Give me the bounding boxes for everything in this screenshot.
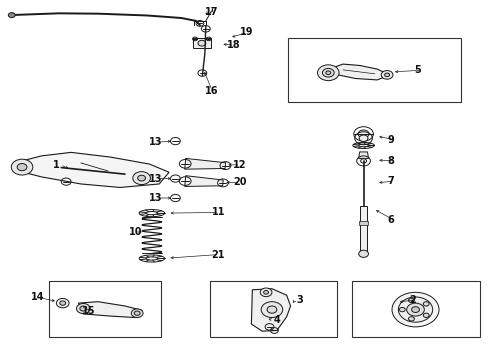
Circle shape	[260, 288, 272, 297]
Polygon shape	[78, 302, 142, 318]
Polygon shape	[185, 158, 225, 169]
Circle shape	[361, 159, 367, 163]
Circle shape	[359, 250, 368, 257]
Text: 15: 15	[82, 306, 96, 316]
Text: 13: 13	[149, 137, 163, 147]
Bar	[288, 38, 461, 102]
Circle shape	[381, 71, 393, 79]
Bar	[49, 281, 161, 337]
Text: 1: 1	[53, 159, 60, 170]
Circle shape	[409, 317, 415, 321]
Text: 9: 9	[387, 135, 394, 145]
Text: 21: 21	[212, 249, 225, 260]
Text: 14: 14	[30, 292, 44, 302]
Text: 19: 19	[240, 27, 254, 37]
Text: 4: 4	[273, 315, 280, 325]
Circle shape	[407, 303, 424, 316]
Circle shape	[8, 13, 15, 18]
Text: 18: 18	[227, 40, 241, 50]
Circle shape	[392, 292, 439, 327]
Polygon shape	[326, 64, 390, 80]
Polygon shape	[185, 176, 223, 186]
Circle shape	[17, 163, 27, 171]
Circle shape	[60, 301, 66, 305]
Text: 13: 13	[149, 174, 163, 184]
Polygon shape	[14, 152, 169, 188]
Bar	[193, 38, 211, 48]
Bar	[360, 206, 367, 254]
Circle shape	[412, 307, 419, 312]
Circle shape	[326, 71, 331, 75]
Circle shape	[423, 302, 429, 306]
Circle shape	[318, 65, 339, 81]
Polygon shape	[359, 152, 368, 158]
Text: 12: 12	[233, 160, 247, 170]
Text: 10: 10	[128, 227, 142, 237]
Bar	[359, 221, 368, 225]
Circle shape	[76, 303, 90, 314]
Text: 16: 16	[205, 86, 219, 96]
Circle shape	[264, 291, 269, 294]
Circle shape	[56, 298, 69, 308]
Circle shape	[322, 68, 334, 77]
Text: 5: 5	[414, 65, 421, 75]
Text: 2: 2	[409, 294, 416, 305]
Circle shape	[399, 307, 405, 312]
Text: 17: 17	[205, 6, 219, 17]
Bar	[352, 281, 480, 337]
Circle shape	[398, 297, 433, 322]
Text: 8: 8	[387, 156, 394, 166]
Circle shape	[267, 306, 277, 313]
Text: 6: 6	[387, 215, 394, 225]
Text: 20: 20	[233, 177, 247, 187]
Text: 3: 3	[296, 294, 303, 305]
Circle shape	[423, 313, 429, 318]
Circle shape	[131, 309, 143, 318]
Circle shape	[138, 175, 146, 181]
Circle shape	[261, 302, 283, 318]
Circle shape	[359, 135, 368, 141]
Circle shape	[409, 298, 415, 302]
Polygon shape	[251, 289, 291, 331]
Circle shape	[133, 172, 150, 185]
Circle shape	[358, 130, 369, 138]
Circle shape	[134, 311, 140, 315]
Circle shape	[385, 73, 390, 77]
Circle shape	[80, 306, 87, 311]
Text: 7: 7	[387, 176, 394, 186]
Bar	[210, 281, 337, 337]
Circle shape	[198, 40, 206, 46]
Text: 13: 13	[149, 193, 163, 203]
Circle shape	[11, 159, 33, 175]
Text: 11: 11	[212, 207, 225, 217]
